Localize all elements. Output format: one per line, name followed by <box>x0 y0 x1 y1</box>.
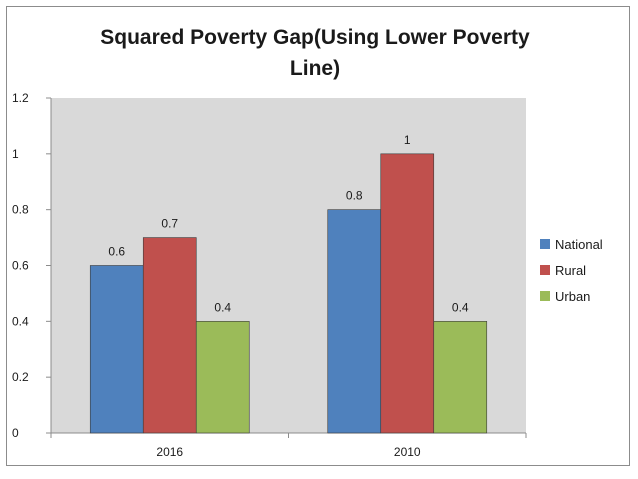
bars <box>89 153 488 434</box>
x-tick-label: 2010 <box>394 445 421 459</box>
x-tick-label: 2016 <box>156 445 183 459</box>
y-tick-label: 0.4 <box>12 314 29 328</box>
bar-urban-2010 <box>433 321 488 434</box>
bar-urban-2016 <box>195 321 250 434</box>
data-label: 0.7 <box>161 217 178 231</box>
y-tick-label: 0.2 <box>12 370 29 384</box>
legend-swatch-national <box>540 239 550 249</box>
x-axis: 2016 2010 <box>50 433 527 459</box>
y-tick-label: 0.8 <box>12 203 29 217</box>
bar-rural-2016 <box>142 237 197 434</box>
data-label: 0.6 <box>108 245 125 259</box>
y-tick-label: 0.6 <box>12 259 29 273</box>
legend-swatch-urban <box>540 291 550 301</box>
data-label: 0.4 <box>214 300 231 314</box>
y-tick-label: 1.2 <box>12 91 29 105</box>
y-tick-label: 1 <box>12 147 19 161</box>
legend-swatch-rural <box>540 265 550 275</box>
data-labels: 0.6 0.7 0.4 0.8 1 0.4 <box>108 133 469 315</box>
y-axis: 0 0.2 0.4 0.6 0.8 1 1.2 <box>12 91 51 440</box>
chart-title: Squared Poverty Gap(Using Lower Poverty … <box>100 26 530 80</box>
data-label: 1 <box>404 133 411 147</box>
legend-label-rural: Rural <box>555 263 586 278</box>
y-tick-label: 0 <box>12 426 19 440</box>
legend-label-national: National <box>555 237 603 252</box>
bar-national-2016 <box>89 265 144 434</box>
data-label: 0.8 <box>346 189 363 203</box>
legend: National Rural Urban <box>540 237 603 304</box>
bar-national-2010 <box>327 209 382 434</box>
bar-rural-2010 <box>380 153 435 434</box>
legend-label-urban: Urban <box>555 289 590 304</box>
data-label: 0.4 <box>452 300 469 314</box>
